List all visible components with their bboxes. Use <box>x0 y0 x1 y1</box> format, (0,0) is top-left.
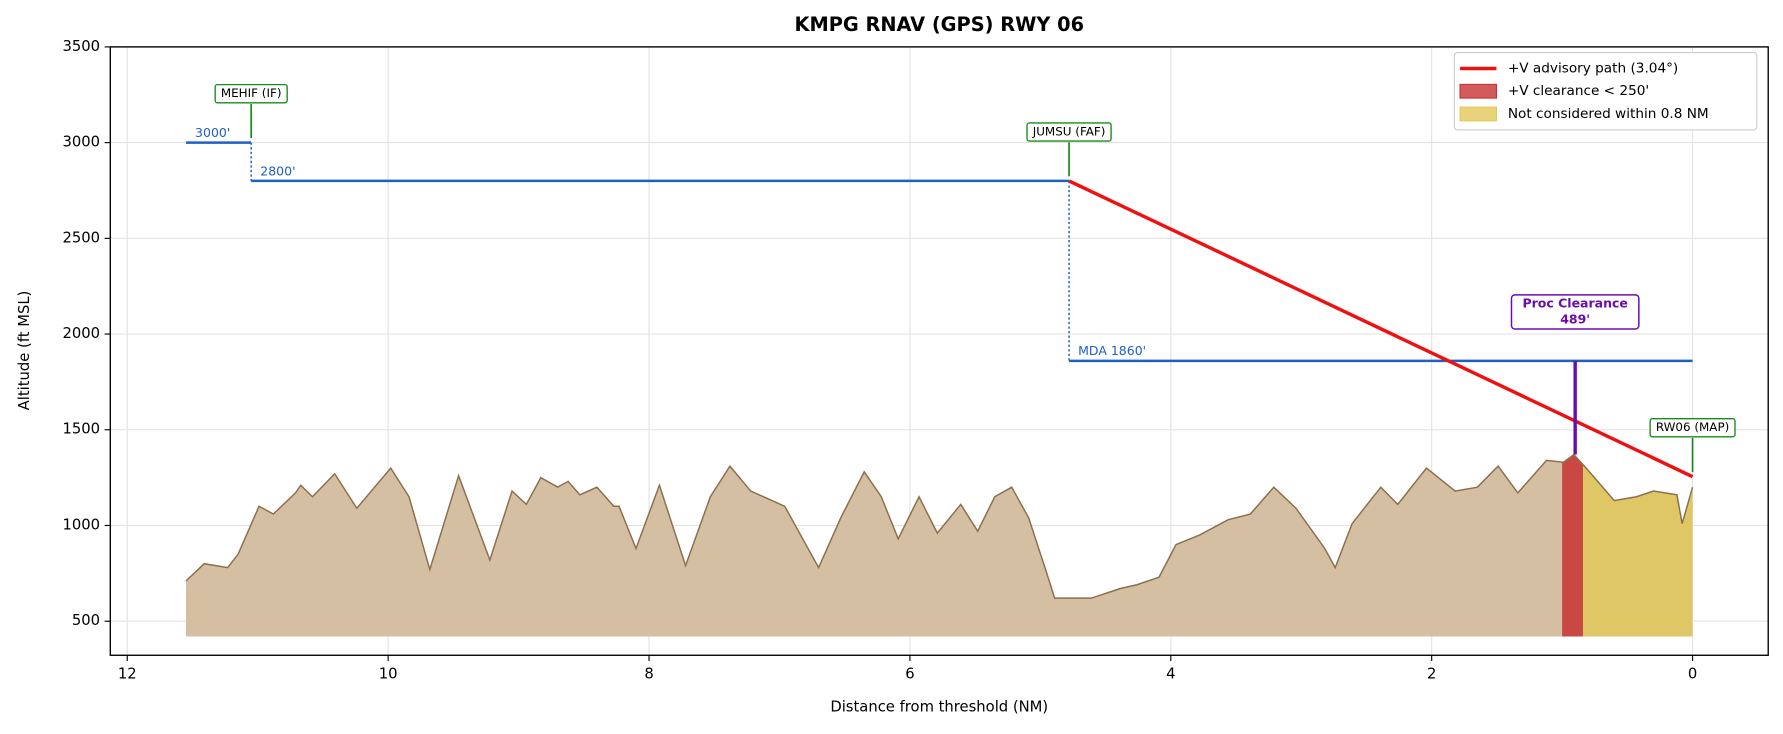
terrain-fill <box>185 454 1693 637</box>
fix-box <box>1026 122 1112 142</box>
clearance-title: Proc Clearance <box>1522 295 1627 310</box>
legend-label: +V clearance < 250' <box>1508 83 1649 99</box>
segment-label: MDA 1860' <box>1078 343 1146 358</box>
clearance-value: 489' <box>1560 311 1590 326</box>
plot-frame <box>109 46 1769 656</box>
fix-box <box>214 83 288 104</box>
fix-label: MEHIF (IF) <box>221 86 282 100</box>
y-tick-label: 3000 <box>62 134 100 151</box>
segment-label: 2800' <box>260 163 295 178</box>
legend-label: Not considered within 0.8 NM <box>1508 106 1709 122</box>
x-axis-label: Distance from threshold (NM) <box>830 699 1048 716</box>
y-tick-label: 2500 <box>62 229 100 246</box>
terrain-line <box>185 453 1694 599</box>
y-tick-label: 500 <box>72 612 100 629</box>
legend-swatch <box>1459 106 1498 122</box>
legend-swatch <box>1459 83 1498 99</box>
fix-label: RW06 (MAP) <box>1656 420 1729 434</box>
legend-label: +V advisory path (3.04°) <box>1508 61 1678 77</box>
clearance-box <box>1510 294 1640 330</box>
y-tick-label: 3500 <box>62 38 100 55</box>
region <box>1562 454 1583 637</box>
fix-box <box>1649 417 1736 438</box>
y-axis-label: Altitude (ft MSL) <box>16 291 33 411</box>
x-tick-label: 10 <box>379 666 398 683</box>
y-tick-label: 1000 <box>62 516 100 533</box>
x-tick-label: 8 <box>644 666 653 683</box>
advisory-path <box>1068 179 1694 479</box>
region <box>1582 454 1693 637</box>
x-tick-label: 12 <box>118 666 137 683</box>
x-tick-label: 0 <box>1688 666 1697 683</box>
fix-label: JUMSU (FAF) <box>1032 125 1106 139</box>
x-tick-label: 6 <box>905 666 914 683</box>
chart-title: KMPG RNAV (GPS) RWY 06 <box>794 13 1084 36</box>
y-tick-label: 2000 <box>62 325 100 342</box>
x-tick-label: 4 <box>1166 666 1175 683</box>
y-tick-label: 1500 <box>62 421 100 438</box>
x-tick-label: 2 <box>1427 666 1436 683</box>
legend-box <box>1453 52 1758 131</box>
segment-label: 3000' <box>195 125 230 140</box>
